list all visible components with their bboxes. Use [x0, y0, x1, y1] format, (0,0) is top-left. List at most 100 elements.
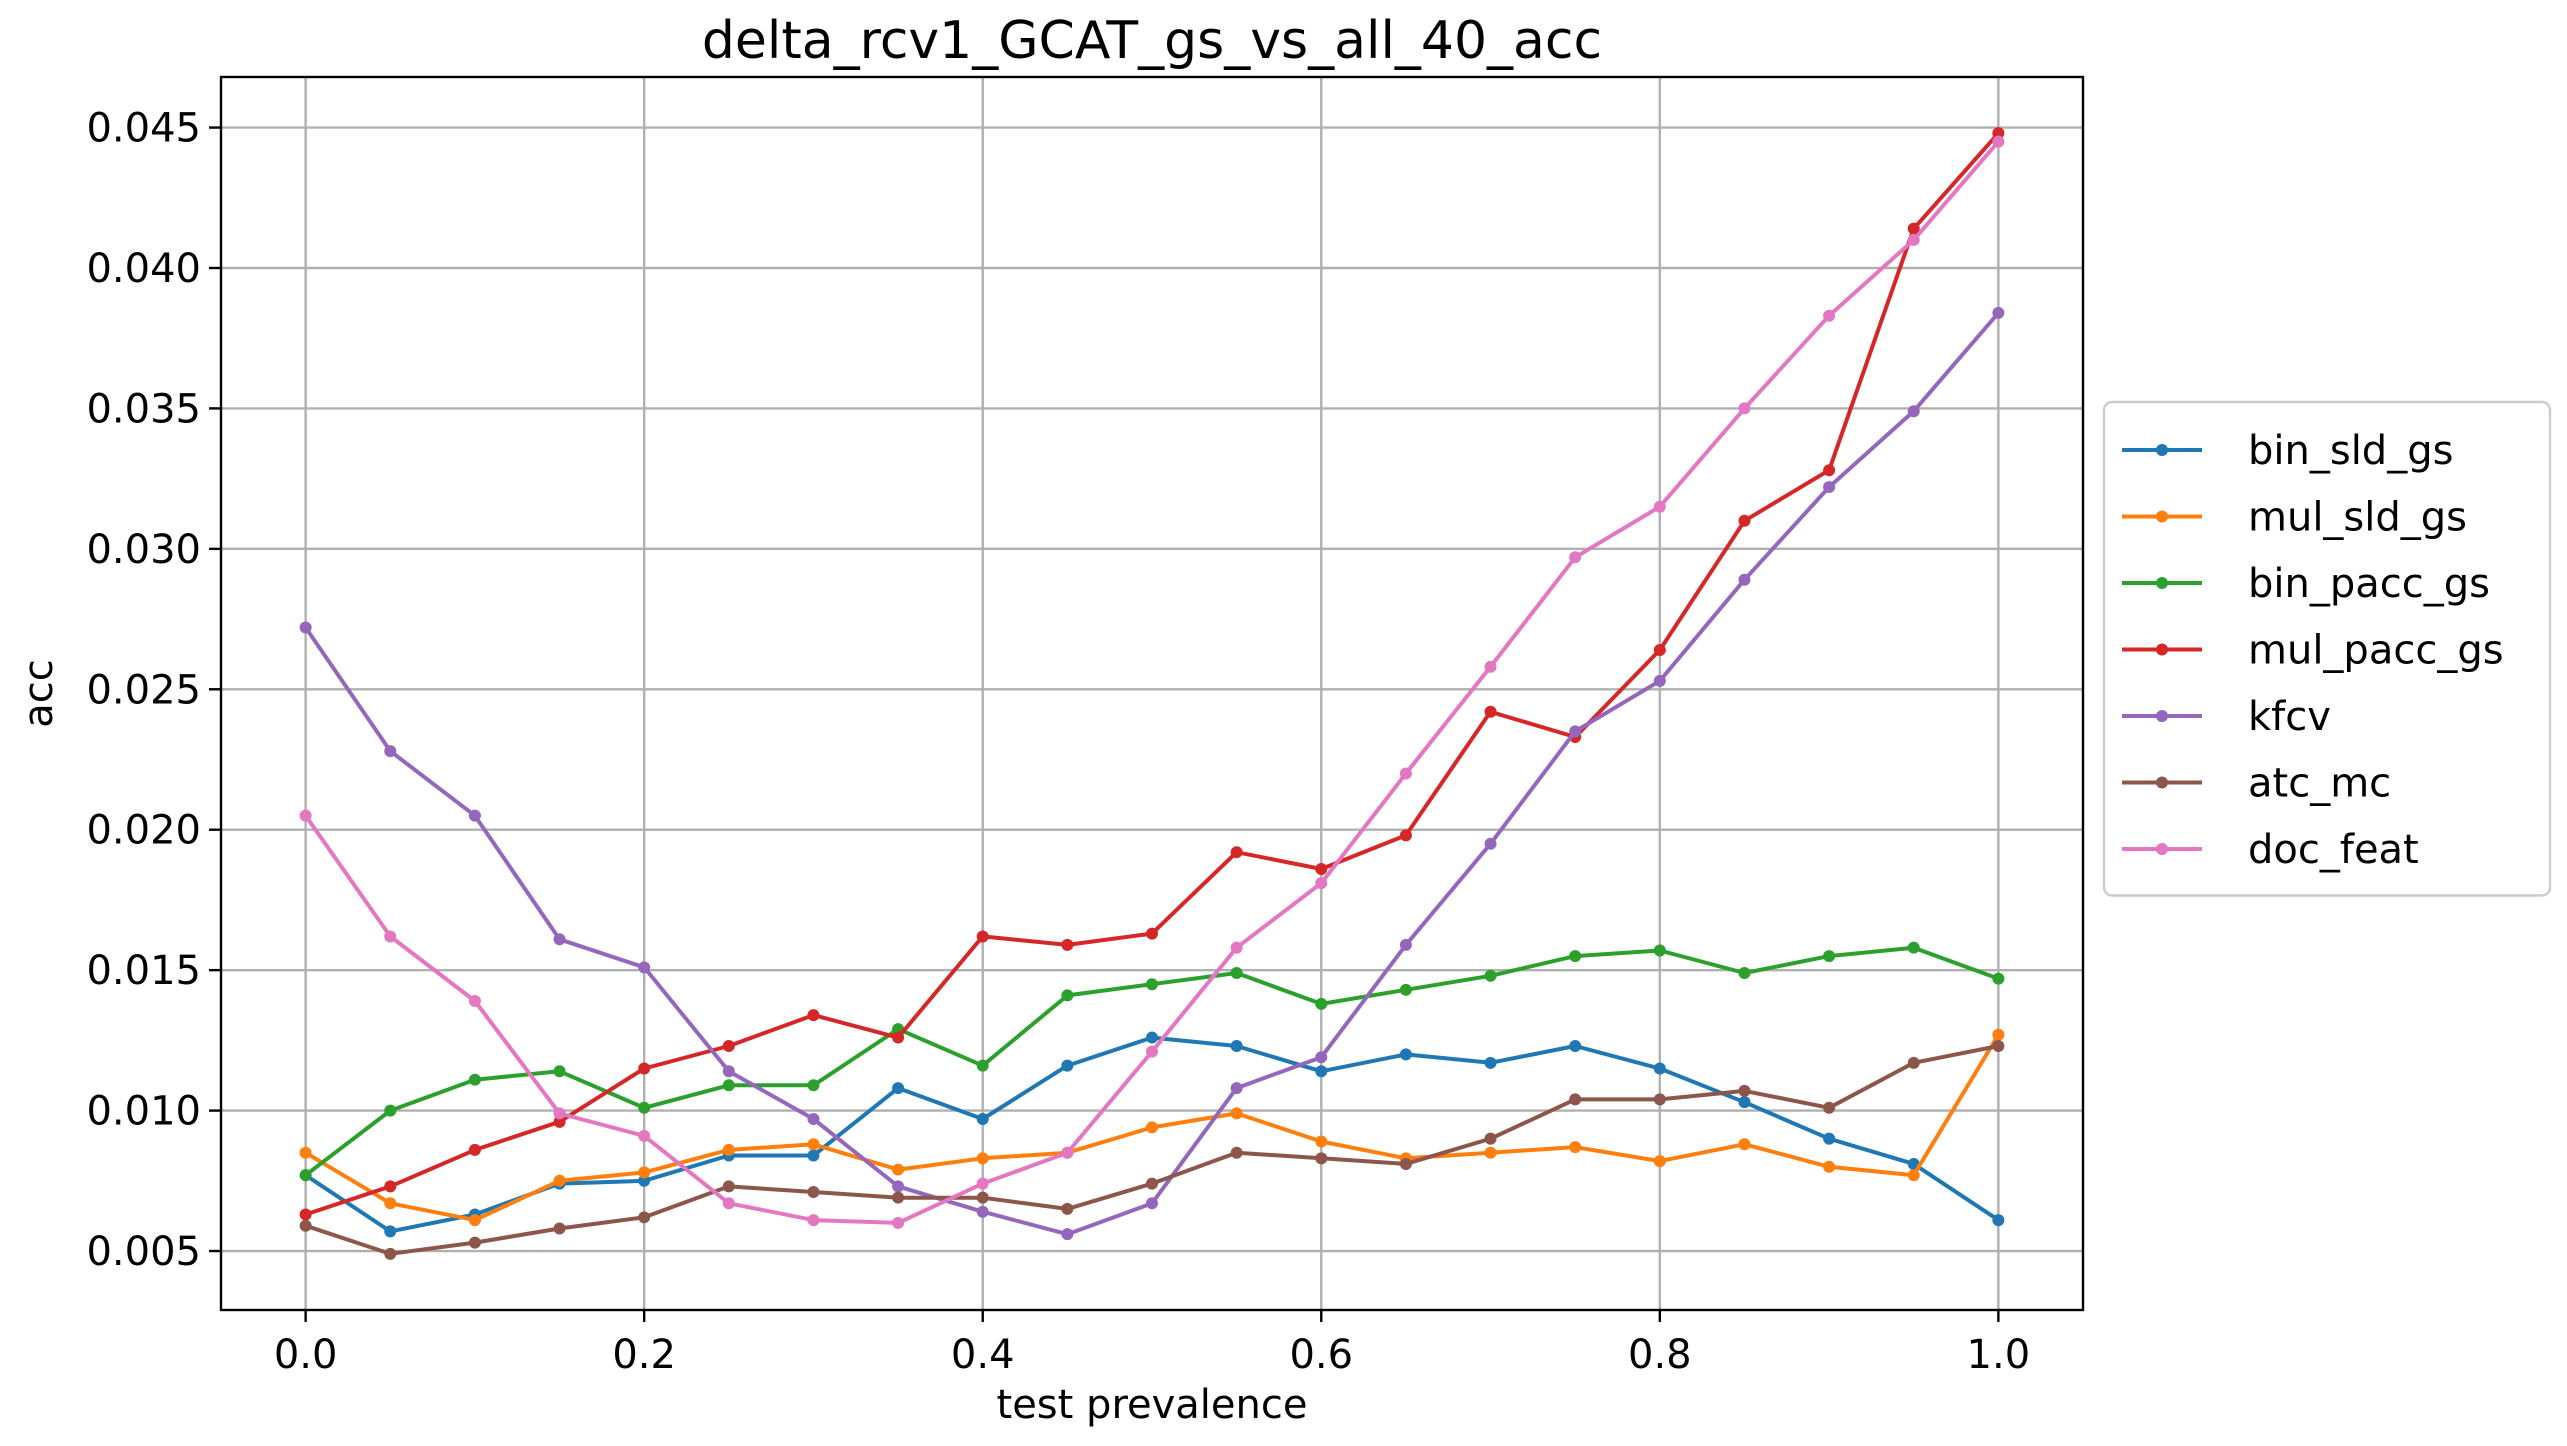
- data-point: [807, 1149, 820, 1162]
- y-tick-label: 0.010: [86, 1089, 201, 1135]
- data-point: [807, 1113, 820, 1126]
- x-tick-label: 0.8: [1628, 1332, 1692, 1378]
- data-point: [1484, 1056, 1497, 1069]
- data-point: [1992, 127, 2005, 140]
- legend-label: atc_mc: [2248, 761, 2391, 807]
- data-point: [1146, 1031, 1158, 1044]
- data-point: [1230, 1107, 1243, 1120]
- data-point: [299, 1208, 312, 1221]
- data-point: [384, 1247, 397, 1260]
- legend-item-mul_pacc_gs: mul_pacc_gs: [2122, 628, 2504, 674]
- data-point: [1061, 1146, 1074, 1159]
- data-point: [1230, 846, 1243, 859]
- x-tick-label: 0.6: [1289, 1332, 1353, 1378]
- data-point: [1907, 233, 1920, 246]
- data-point: [1992, 1214, 2005, 1227]
- data-point: [1992, 306, 2005, 319]
- data-point: [1230, 1082, 1243, 1095]
- data-point: [1484, 1132, 1497, 1145]
- series-kfcv: [299, 306, 2005, 1241]
- data-point: [553, 1065, 566, 1078]
- y-tick-label: 0.045: [86, 106, 201, 152]
- legend-item-bin_pacc_gs: bin_pacc_gs: [2122, 561, 2490, 607]
- data-point: [468, 1214, 481, 1227]
- data-point: [1399, 767, 1412, 780]
- legend-label: doc_feat: [2248, 827, 2419, 873]
- data-point: [1146, 1177, 1158, 1190]
- data-point: [892, 1163, 905, 1176]
- data-point: [1315, 1051, 1328, 1064]
- legend-item-mul_sld_gs: mul_sld_gs: [2122, 495, 2467, 541]
- data-point: [1061, 938, 1074, 951]
- data-point: [1315, 1135, 1328, 1148]
- axis-ticks: 0.0 0.2 0.4 0.6 0.8 1.0 0.005 0.010 0.015 0.020 0.…: [86, 106, 2030, 1378]
- data-point: [638, 1101, 651, 1114]
- series-layer: [299, 127, 2005, 1260]
- data-point: [638, 1062, 651, 1075]
- legend-swatch-marker: [2156, 643, 2168, 656]
- data-point: [1823, 309, 1836, 322]
- data-point: [976, 1191, 989, 1204]
- y-tick-label: 0.035: [86, 386, 201, 432]
- data-point: [1484, 837, 1497, 850]
- data-point: [1230, 1039, 1243, 1052]
- legend-swatch-marker: [2156, 444, 2168, 456]
- data-point: [1569, 1141, 1582, 1154]
- data-point: [1315, 877, 1328, 890]
- legend-label: bin_sld_gs: [2248, 428, 2453, 474]
- data-point: [722, 1180, 735, 1193]
- data-point: [1569, 1093, 1582, 1106]
- data-point: [1823, 950, 1836, 963]
- plot-frame: [219, 75, 2085, 1312]
- data-point: [1738, 514, 1751, 527]
- data-point: [1653, 500, 1666, 513]
- y-tick-label: 0.015: [86, 948, 201, 994]
- data-point: [892, 1180, 905, 1193]
- legend-swatch-marker: [2156, 510, 2168, 523]
- series-atc_mc: [299, 1039, 2005, 1260]
- legend-label: mul_pacc_gs: [2248, 628, 2504, 674]
- data-point: [892, 1191, 905, 1204]
- data-point: [1569, 1039, 1582, 1052]
- data-point: [722, 1143, 735, 1156]
- data-point: [299, 1146, 312, 1159]
- data-point: [892, 1216, 905, 1229]
- data-point: [1399, 938, 1412, 951]
- data-point: [1061, 1059, 1074, 1072]
- data-point: [1569, 551, 1582, 564]
- data-point: [1484, 705, 1497, 718]
- legend-swatch-marker: [2156, 843, 2168, 855]
- data-point: [722, 1079, 735, 1092]
- data-point: [1907, 1056, 1920, 1069]
- legend-item-atc_mc: atc_mc: [2122, 761, 2391, 807]
- data-point: [1230, 1146, 1243, 1159]
- data-point: [1484, 1146, 1497, 1159]
- data-point: [1315, 1065, 1328, 1078]
- legend-label: kfcv: [2248, 694, 2331, 740]
- data-point: [1907, 405, 1920, 418]
- legend: bin_sld_gs mul_sld_gs bin_pacc_gs mul_pacc_…: [2102, 400, 2552, 897]
- data-point: [1146, 978, 1158, 991]
- data-point: [1569, 950, 1582, 963]
- data-point: [1146, 1121, 1158, 1134]
- data-point: [1738, 1084, 1751, 1097]
- series-doc_feat: [299, 135, 2005, 1229]
- legend-label: bin_pacc_gs: [2248, 561, 2490, 607]
- data-point: [1399, 1157, 1412, 1170]
- data-point: [1315, 1152, 1328, 1165]
- data-point: [807, 1186, 820, 1199]
- data-point: [722, 1197, 735, 1210]
- data-point: [1061, 989, 1074, 1002]
- data-point: [1653, 643, 1666, 656]
- data-point: [384, 930, 397, 943]
- data-point: [638, 1211, 651, 1224]
- data-point: [1315, 997, 1328, 1010]
- data-point: [1569, 725, 1582, 738]
- data-point: [1146, 1197, 1158, 1210]
- data-point: [1738, 1138, 1751, 1151]
- data-point: [1992, 972, 2005, 985]
- data-point: [1315, 863, 1328, 876]
- grid: [221, 77, 2083, 1310]
- y-tick-label: 0.020: [86, 808, 201, 854]
- data-point: [1992, 135, 2005, 148]
